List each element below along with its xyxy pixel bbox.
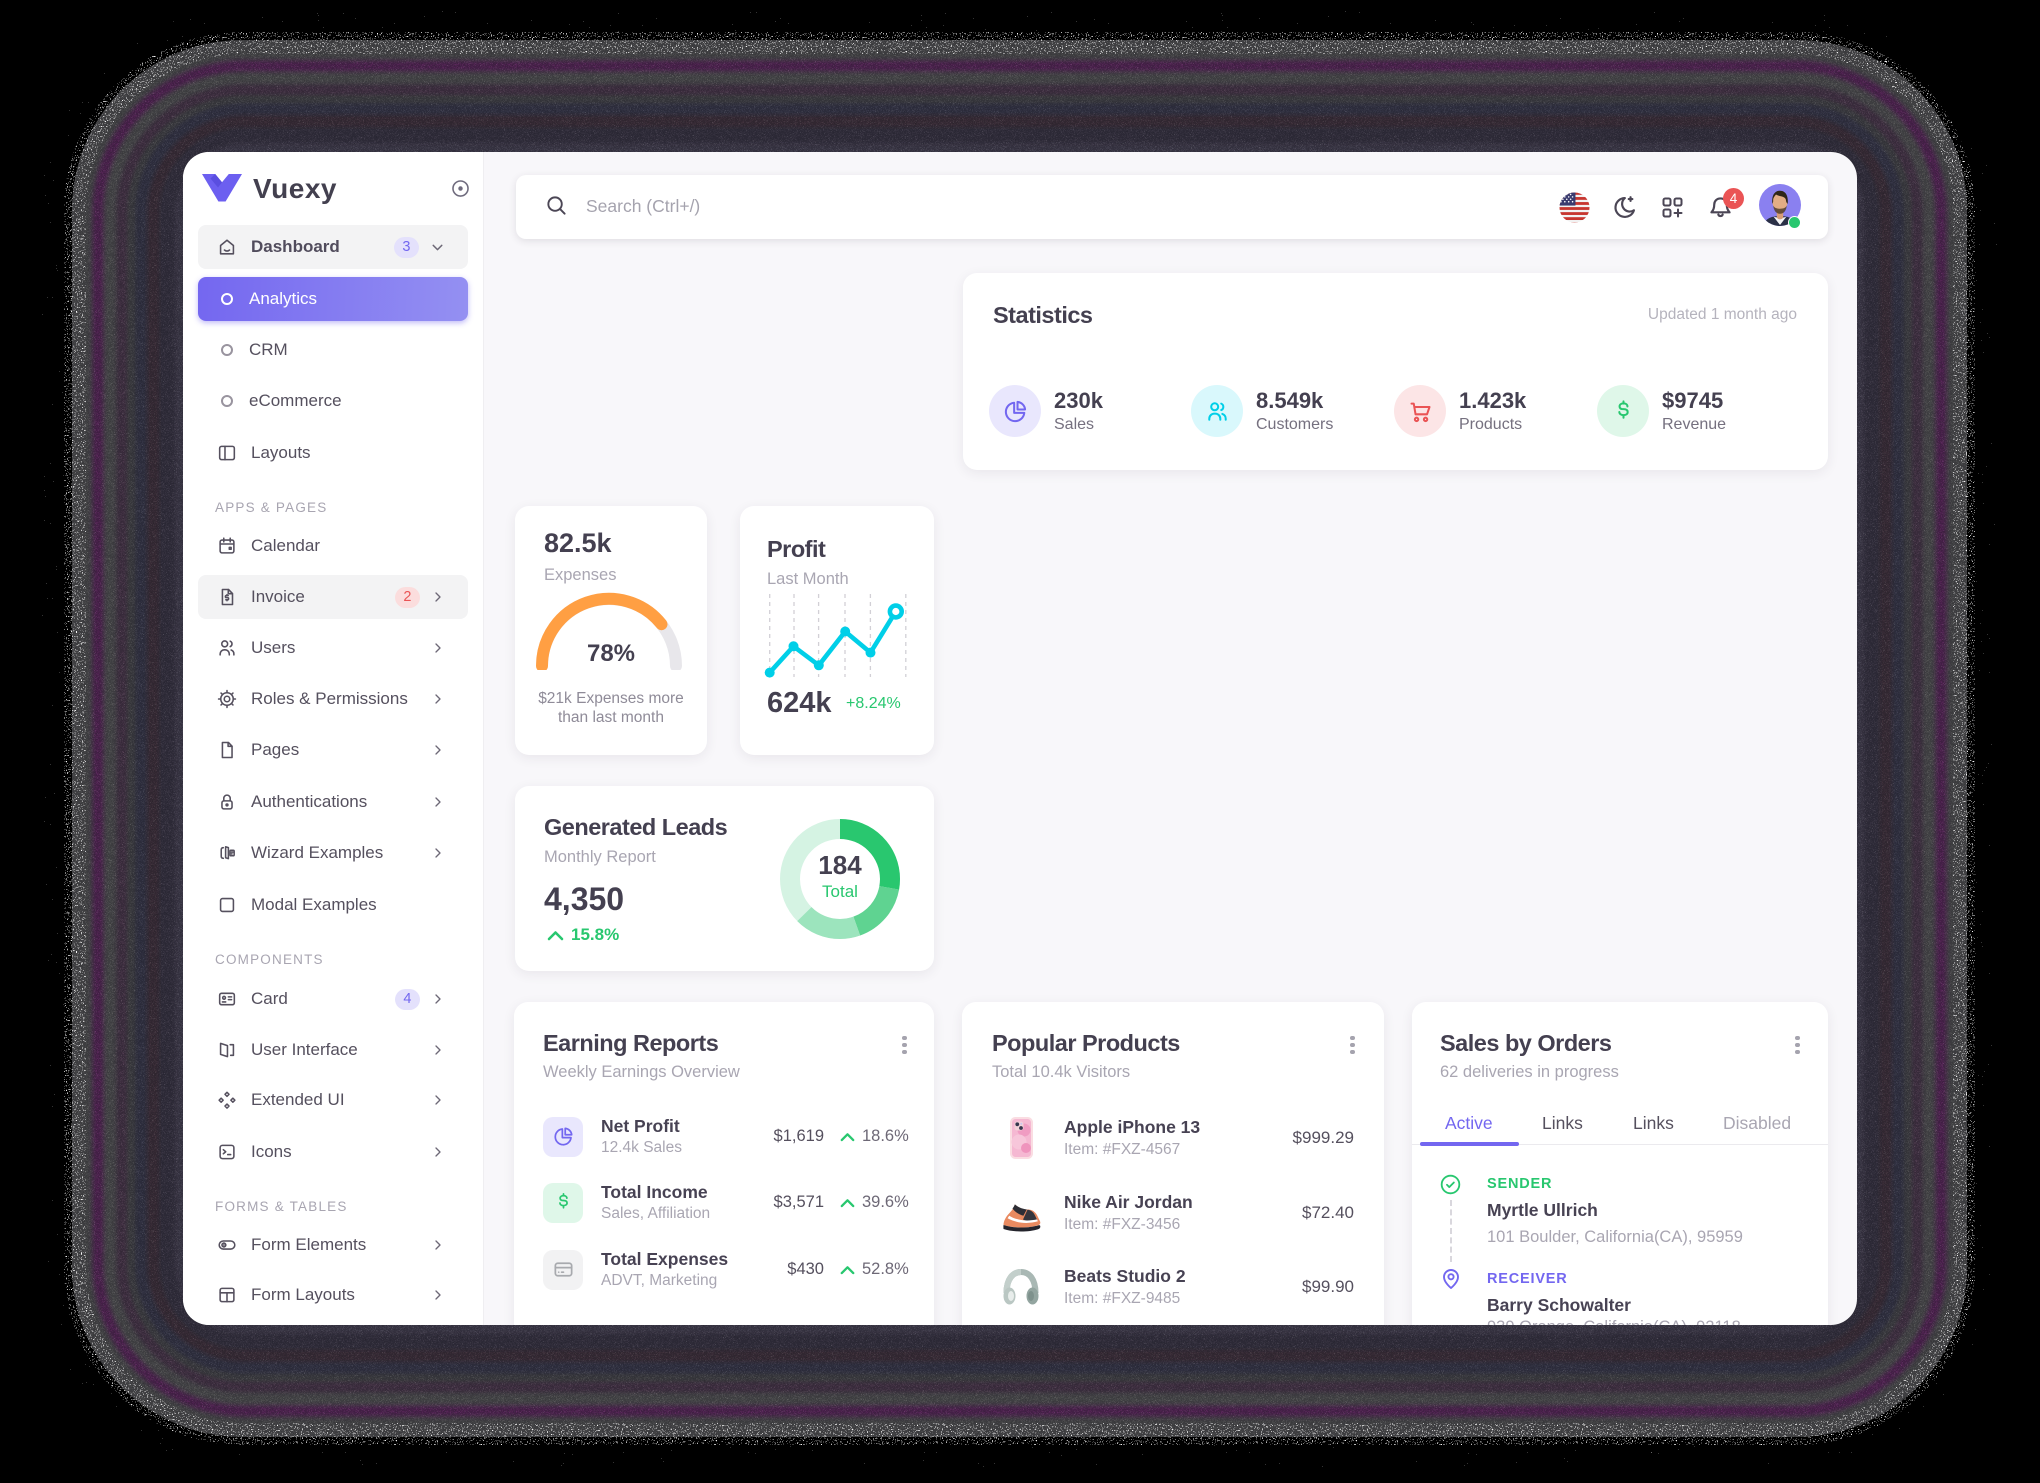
svg-text:184: 184 bbox=[818, 850, 862, 880]
svg-text:Total: Total bbox=[822, 882, 858, 901]
